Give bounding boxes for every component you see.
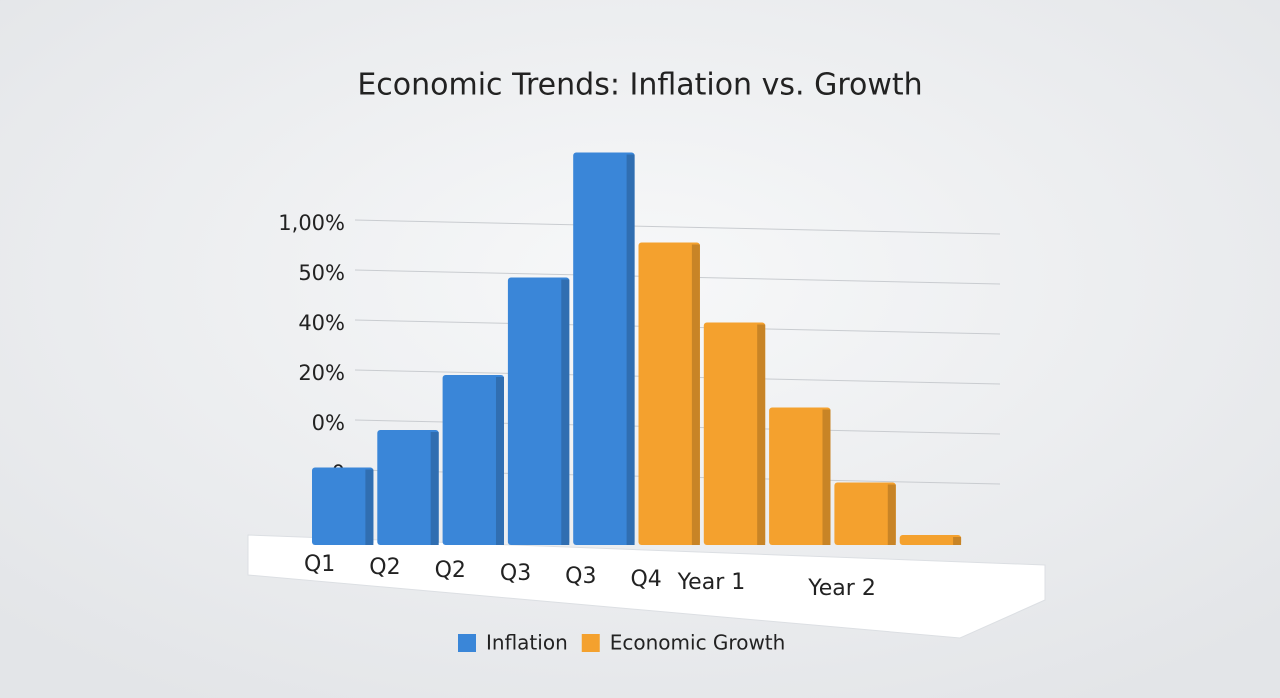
- bar: [442, 375, 504, 545]
- bar-side: [430, 432, 439, 545]
- legend-label: Inflation: [486, 631, 568, 655]
- bar-side: [887, 484, 896, 545]
- y-tick-label: 1,00%: [278, 211, 345, 235]
- bar: [573, 152, 635, 545]
- bar: [769, 407, 831, 545]
- floor: [247, 534, 1046, 639]
- grid-line: [354, 219, 1001, 235]
- legend-swatch: [581, 634, 600, 652]
- bar-side: [626, 154, 635, 545]
- legend-label: Economic Growth: [610, 631, 786, 655]
- y-tick-label: 40%: [298, 311, 345, 335]
- bar: [312, 467, 374, 545]
- bar-side: [757, 324, 766, 545]
- legend-swatch: [458, 634, 476, 652]
- x-tick-label: Q2: [435, 558, 466, 583]
- x-tick-label: Q4: [630, 567, 661, 592]
- bar-side: [691, 244, 700, 545]
- y-tick-label: 20%: [298, 361, 345, 385]
- bar-side: [822, 409, 831, 545]
- bar: [507, 277, 570, 545]
- bar-side: [495, 377, 504, 545]
- x-tick-label: Q3: [500, 561, 531, 586]
- x-tick-label: Q3: [565, 564, 596, 589]
- bar: [899, 535, 962, 545]
- bar: [834, 482, 896, 545]
- bar-side: [365, 469, 374, 545]
- x-tick-label: Q1: [304, 552, 335, 577]
- y-tick-label: 50%: [298, 261, 345, 285]
- bar: [638, 242, 700, 545]
- x-tick-label: Q2: [369, 555, 400, 580]
- bar-side: [953, 537, 962, 545]
- bar: [703, 322, 766, 545]
- bar-side: [561, 279, 570, 545]
- bar: [377, 430, 439, 545]
- y-tick-label: 0%: [312, 411, 345, 435]
- x-tick-label: Year 2: [807, 576, 876, 601]
- x-tick-label: Year 1: [677, 570, 746, 595]
- chart-title: Economic Trends: Inflation vs. Growth: [357, 68, 922, 103]
